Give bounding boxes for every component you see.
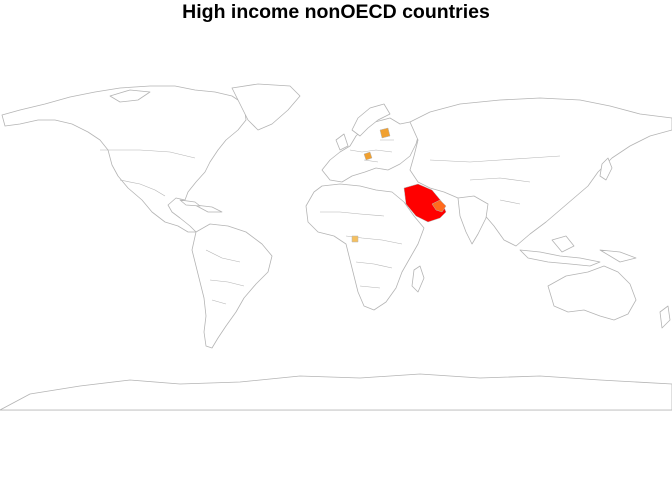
europe-shape <box>321 117 421 183</box>
cuba-shape <box>179 199 201 207</box>
borneo-shape <box>551 235 575 253</box>
antarctica-shape <box>0 373 672 411</box>
japan-shape <box>599 157 613 181</box>
british-isles-shape <box>335 133 349 151</box>
caribbean-islands-shape <box>194 204 223 213</box>
us-canada-border <box>100 149 196 159</box>
north-america-shape <box>1 85 247 233</box>
south-america-shape <box>191 223 273 349</box>
africa-shape <box>305 183 425 311</box>
europe-borders <box>349 139 394 163</box>
central-europe-region <box>363 151 373 161</box>
africa-borders <box>320 211 403 289</box>
arabian-peninsula-region <box>403 183 447 223</box>
asia-shape <box>409 97 672 247</box>
gulf-states-region <box>431 199 447 213</box>
greenland-shape <box>231 83 301 131</box>
new-guinea-shape <box>599 249 637 263</box>
south-america-borders <box>205 249 245 305</box>
map-title: High income nonOECD countries <box>182 1 490 23</box>
equatorial-west-africa-region <box>351 235 359 243</box>
australia-shape <box>547 265 637 321</box>
baltic-states-region <box>379 127 391 139</box>
asia-borders <box>429 155 561 205</box>
indonesia-shape <box>519 249 601 267</box>
canadian-islands-shape <box>109 89 151 103</box>
new-zealand-shape <box>659 305 671 329</box>
india-shape <box>457 195 489 245</box>
scandinavia-shape <box>351 103 391 137</box>
madagascar-shape <box>411 265 425 293</box>
us-mexico-border <box>119 179 166 197</box>
